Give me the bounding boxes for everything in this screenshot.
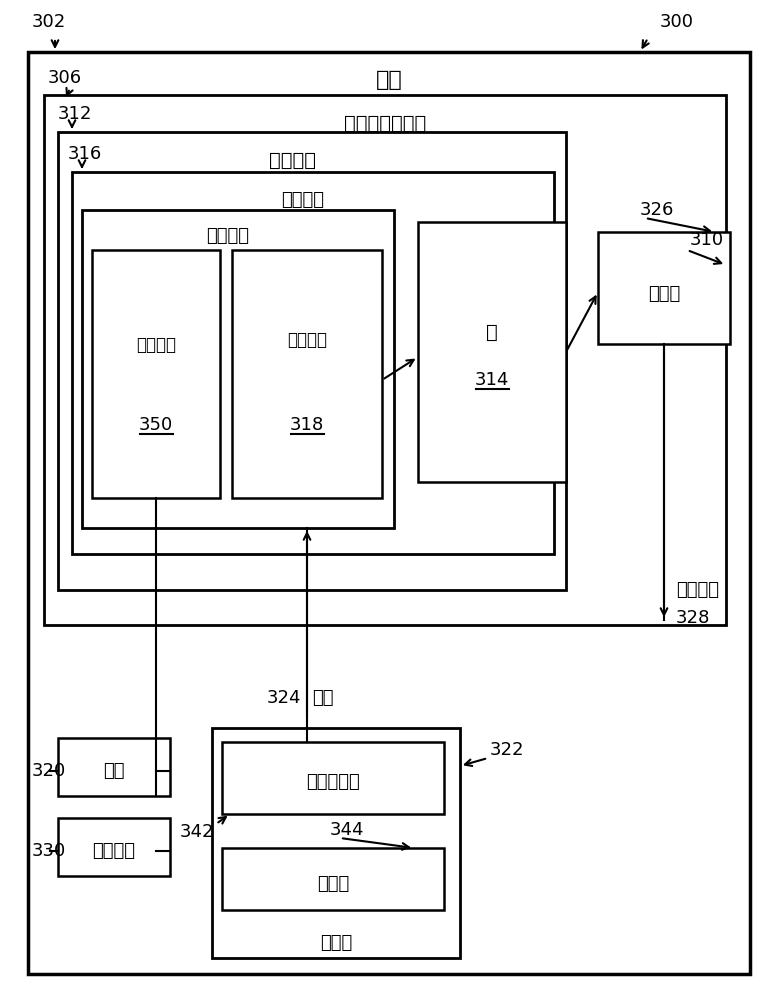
- FancyBboxPatch shape: [418, 222, 566, 482]
- Text: 气流: 气流: [312, 689, 334, 707]
- Text: 318: 318: [290, 416, 324, 434]
- FancyBboxPatch shape: [58, 738, 170, 796]
- FancyBboxPatch shape: [222, 848, 444, 910]
- Text: 350: 350: [139, 416, 173, 434]
- Text: 致动单元: 致动单元: [268, 150, 315, 169]
- Text: 316: 316: [68, 145, 102, 163]
- Text: 槽: 槽: [486, 322, 498, 342]
- Text: 300: 300: [660, 13, 694, 31]
- FancyBboxPatch shape: [92, 250, 220, 498]
- Text: 外部元件: 外部元件: [282, 191, 324, 209]
- Text: 喷射槽: 喷射槽: [648, 285, 680, 303]
- FancyBboxPatch shape: [72, 172, 554, 554]
- Text: 内部元件: 内部元件: [207, 227, 250, 245]
- Text: 328: 328: [676, 609, 711, 627]
- Text: 324: 324: [267, 689, 302, 707]
- Text: 326: 326: [640, 201, 675, 219]
- FancyBboxPatch shape: [212, 728, 460, 958]
- Text: 控制单元: 控制单元: [93, 842, 136, 860]
- Text: 302: 302: [32, 13, 66, 31]
- FancyBboxPatch shape: [82, 210, 394, 528]
- Text: 330: 330: [32, 842, 66, 860]
- Text: 发动机: 发动机: [317, 875, 349, 893]
- Text: 322: 322: [490, 741, 524, 759]
- FancyBboxPatch shape: [232, 250, 382, 498]
- Text: 马达: 马达: [103, 762, 125, 780]
- Text: 344: 344: [330, 821, 364, 839]
- Text: 310: 310: [690, 231, 724, 249]
- FancyBboxPatch shape: [222, 742, 444, 814]
- Text: 螺旋形槽: 螺旋形槽: [287, 331, 327, 349]
- FancyBboxPatch shape: [58, 818, 170, 876]
- FancyBboxPatch shape: [28, 52, 750, 974]
- FancyBboxPatch shape: [58, 132, 566, 590]
- FancyBboxPatch shape: [44, 95, 726, 625]
- FancyBboxPatch shape: [598, 232, 730, 344]
- Text: 342: 342: [179, 823, 214, 841]
- Text: 空气动力学元件: 空气动力学元件: [344, 113, 426, 132]
- Text: 旋转速度: 旋转速度: [136, 336, 176, 354]
- Text: 320: 320: [32, 762, 66, 780]
- Text: 306: 306: [48, 69, 82, 87]
- Text: 314: 314: [475, 371, 509, 389]
- Text: 空气射流: 空气射流: [676, 581, 719, 599]
- Text: 流体源: 流体源: [320, 934, 352, 952]
- Text: 312: 312: [58, 105, 92, 123]
- Text: 空气压缩机: 空气压缩机: [306, 773, 360, 791]
- Text: 平台: 平台: [376, 70, 402, 90]
